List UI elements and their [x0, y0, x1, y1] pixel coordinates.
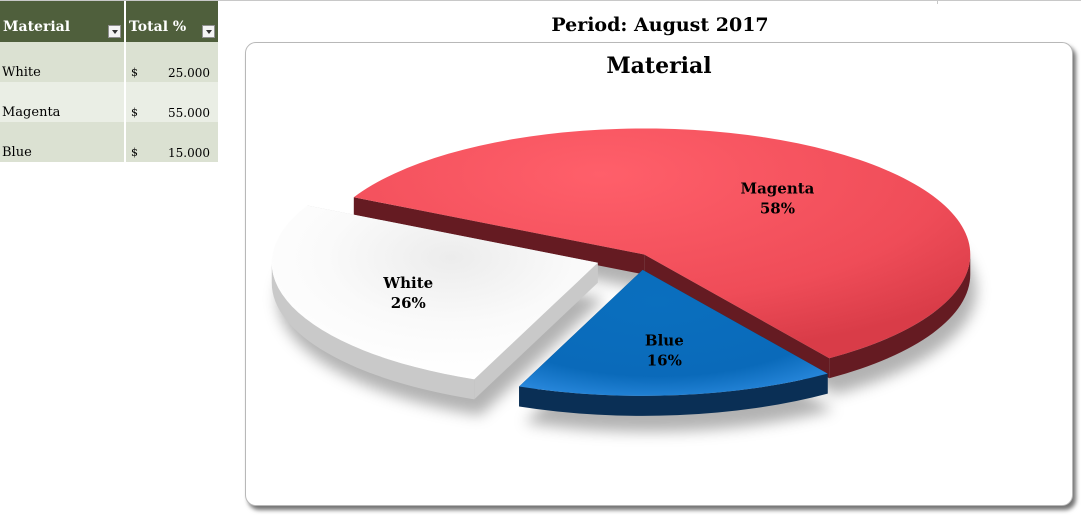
cell-material: White	[2, 65, 41, 80]
slice-percent-white: 26%	[391, 294, 426, 312]
cell-total: 15.000	[168, 146, 210, 160]
pie-plot: Magenta 58% White 26% Blue 16%	[271, 128, 977, 432]
pie-slice-side	[353, 197, 645, 275]
pie-slice-top	[271, 205, 598, 380]
pie-slice-magenta	[353, 128, 971, 379]
table-row[interactable]: Magenta $ 55.000	[0, 82, 218, 122]
cell-currency: $	[131, 66, 138, 79]
chevron-down-icon[interactable]	[108, 25, 121, 38]
pie-slices	[271, 128, 971, 416]
pie-slice-rim	[271, 262, 475, 400]
header-total-label: Total %	[129, 19, 187, 35]
cell-material: Blue	[2, 145, 32, 160]
pie-slice-top	[519, 269, 828, 396]
slice-label-white: White	[382, 274, 433, 292]
cell-currency: $	[131, 146, 138, 159]
table-row[interactable]: Blue $ 15.000	[0, 122, 218, 162]
pie-labels: Magenta 58% White 26% Blue 16%	[382, 180, 814, 370]
cell-currency: $	[131, 106, 138, 119]
chart-area[interactable]: Material Magenta 58% White 26%	[245, 42, 1073, 506]
sheet-column-tick	[937, 0, 938, 4]
pie-slice-side	[474, 262, 598, 400]
slice-label-magenta: Magenta	[740, 180, 814, 198]
sheet-top-border	[0, 0, 1081, 1]
slice-percent-magenta: 58%	[760, 200, 795, 218]
pie-slice-blue	[519, 269, 828, 416]
chart-title: Material	[606, 53, 712, 79]
pie-slice-top	[353, 128, 971, 359]
cell-total: 25.000	[168, 66, 210, 80]
pie-slice-rim	[829, 254, 971, 379]
slice-percent-blue: 16%	[647, 352, 682, 370]
slice-label-blue: Blue	[645, 332, 684, 350]
pie-slice-side	[644, 254, 830, 379]
cell-material: Magenta	[2, 105, 61, 120]
chevron-down-icon[interactable]	[202, 25, 215, 38]
header-material[interactable]: Material	[0, 1, 124, 42]
header-material-label: Material	[3, 19, 71, 35]
cell-total: 55.000	[168, 106, 210, 120]
table-row[interactable]: White $ 25.000	[0, 42, 218, 82]
chart-period-title: Period: August 2017	[551, 14, 769, 36]
column-separator	[124, 1, 126, 162]
pie-slice-white	[271, 205, 598, 400]
pie-slice-rim	[519, 373, 828, 416]
